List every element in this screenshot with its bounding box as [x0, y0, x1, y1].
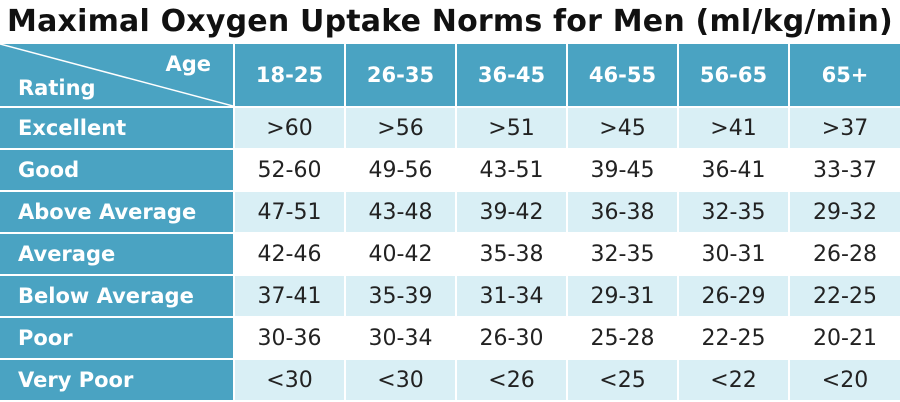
table-cell: 33-37 [789, 149, 900, 192]
table-cell: 52-60 [234, 149, 346, 192]
table-cell: 26-29 [678, 275, 790, 318]
table-cell: >37 [789, 107, 900, 150]
table-cell: <26 [456, 359, 568, 402]
table-cell: 35-39 [345, 275, 457, 318]
table-cell: 36-41 [678, 149, 790, 192]
table-cell: 32-35 [567, 233, 679, 276]
table-cell: <20 [789, 359, 900, 402]
table-cell: 30-36 [234, 317, 346, 360]
table-cell: 20-21 [789, 317, 900, 360]
table-cell: >56 [345, 107, 457, 150]
table-cell: 22-25 [678, 317, 790, 360]
table-cell: >60 [234, 107, 346, 150]
row-label: Good [0, 149, 235, 192]
corner-cell: Age Rating [0, 44, 235, 108]
page-title: Maximal Oxygen Uptake Norms for Men (ml/… [7, 4, 893, 39]
column-header: 18-25 [234, 44, 346, 108]
table-cell: 43-48 [345, 191, 457, 234]
row-label: Very Poor [0, 359, 235, 402]
age-axis-label: Age [165, 52, 211, 76]
diagonal-divider [0, 44, 232, 105]
table-row: Below Average 37-41 35-39 31-34 29-31 26… [0, 275, 900, 318]
column-header: 65+ [789, 44, 900, 108]
table-row: Excellent >60 >56 >51 >45 >41 >37 [0, 107, 900, 150]
column-header: 36-45 [456, 44, 568, 108]
table-cell: 36-38 [567, 191, 679, 234]
table-cell: 32-35 [678, 191, 790, 234]
table-cell: 26-28 [789, 233, 900, 276]
table-cell: <30 [345, 359, 457, 402]
row-label: Excellent [0, 107, 235, 150]
column-header: 26-35 [345, 44, 457, 108]
rating-axis-label: Rating [18, 76, 96, 100]
table-cell: 37-41 [234, 275, 346, 318]
table-cell: 30-34 [345, 317, 457, 360]
table-cell: 47-51 [234, 191, 346, 234]
table-cell: 39-45 [567, 149, 679, 192]
table-cell: <30 [234, 359, 346, 402]
table-cell: >45 [567, 107, 679, 150]
row-label: Above Average [0, 191, 235, 234]
table-cell: <25 [567, 359, 679, 402]
table-cell: 39-42 [456, 191, 568, 234]
table-cell: 42-46 [234, 233, 346, 276]
table-cell: 29-31 [567, 275, 679, 318]
column-header: 46-55 [567, 44, 679, 108]
table-cell: 26-30 [456, 317, 568, 360]
table-cell: 40-42 [345, 233, 457, 276]
vo2max-norms-table: Age Rating 18-25 26-35 36-45 46-55 56-65… [0, 44, 900, 402]
table-cell: 25-28 [567, 317, 679, 360]
table-cell: 49-56 [345, 149, 457, 192]
table-row: Poor 30-36 30-34 26-30 25-28 22-25 20-21 [0, 317, 900, 360]
row-label: Poor [0, 317, 235, 360]
row-label: Average [0, 233, 235, 276]
table-cell: 31-34 [456, 275, 568, 318]
table-row: Very Poor <30 <30 <26 <25 <22 <20 [0, 359, 900, 402]
column-header: 56-65 [678, 44, 790, 108]
table-cell: 22-25 [789, 275, 900, 318]
table-cell: 30-31 [678, 233, 790, 276]
table-row: Average 42-46 40-42 35-38 32-35 30-31 26… [0, 233, 900, 276]
table-cell: 43-51 [456, 149, 568, 192]
table-row: Good 52-60 49-56 43-51 39-45 36-41 33-37 [0, 149, 900, 192]
header-row: Age Rating 18-25 26-35 36-45 46-55 56-65… [0, 44, 900, 108]
table-cell: >51 [456, 107, 568, 150]
table-row: Above Average 47-51 43-48 39-42 36-38 32… [0, 191, 900, 234]
table-cell: 29-32 [789, 191, 900, 234]
row-label: Below Average [0, 275, 235, 318]
table-cell: 35-38 [456, 233, 568, 276]
table-cell: >41 [678, 107, 790, 150]
table-cell: <22 [678, 359, 790, 402]
